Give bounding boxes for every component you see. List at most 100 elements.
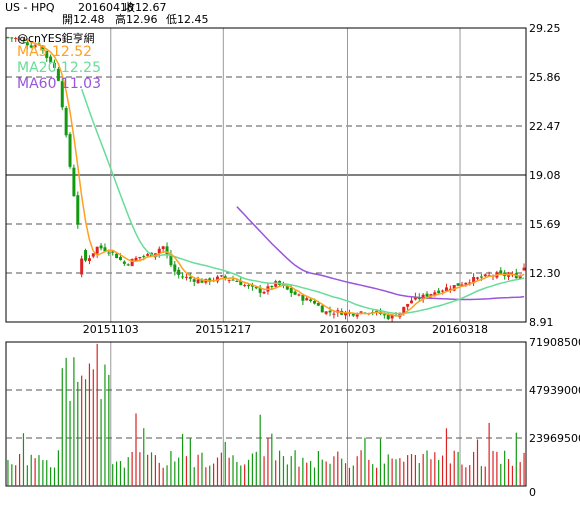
candle-body [161,246,165,250]
candle-body [507,275,511,277]
candle-body [305,298,309,301]
volume-tick-label: 47939000 [529,384,580,397]
candle-body [289,287,293,294]
price-frame [5,27,527,323]
x-tick-label: 20151217 [195,323,251,336]
candle-body [406,303,410,307]
candle-body [122,261,126,264]
candle-body [181,276,185,278]
candle-body [111,251,115,253]
candle-body [386,314,390,320]
candle-body [355,314,359,317]
candle-body [456,283,460,286]
legend-entry: MA5 12.52 [17,44,92,60]
candle-body [437,290,441,294]
candle-body [421,294,425,300]
candle-body [215,276,219,282]
candle-body [359,311,363,314]
candle-body [247,285,251,287]
candle-body [270,285,274,288]
candle-body [219,275,223,277]
candle-body [472,276,476,284]
candle-body [10,37,14,39]
y-tick-label: 12.30 [529,267,561,280]
candle-body [262,291,266,294]
price-panel: 29.25 25.86 22.47 19.08 15.69 12.30 8.91 201511… [5,22,561,336]
candle-body [285,286,289,290]
candle-body [382,314,386,316]
close-label: 收12.67 [124,0,167,14]
symbol-label: US - HPQ [5,1,55,14]
candle-body [243,285,247,287]
candle-body [107,252,111,254]
candle-body [499,270,503,274]
x-tick-label: 20160318 [432,323,488,336]
candle-body [316,302,320,306]
open-label: 開12.48 [62,13,105,26]
date-label: 20160418 [78,1,134,14]
candle-body [45,50,49,58]
ma5-line [23,37,525,317]
candle-body [14,38,18,40]
candle-body [64,107,68,136]
candle-body [184,276,188,278]
candle-body [235,281,239,283]
legend-entry: MA60 11.03 [17,76,101,92]
candle-body [134,257,138,261]
candle-body [200,279,204,283]
candle-body [130,259,134,267]
y-tick-label: 15.69 [529,218,561,231]
high-label: 高12.96 [115,12,158,26]
candle-body [192,279,196,282]
candle-body [444,287,448,291]
candle-body [138,256,142,259]
candle-body [402,306,406,314]
watermark: @cnYES鉅亨網 [17,31,95,45]
ma60-line [236,206,525,301]
volume-tick-label: 71908500 [529,336,580,349]
candle-body [324,311,328,314]
volume-tick-label: 0 [529,486,536,499]
candle-body [87,258,91,261]
candle-body [56,68,60,81]
candle-body [460,284,464,286]
candle-body [223,276,227,279]
candle-body [332,313,336,315]
candle-body [227,279,231,281]
candle-body [21,39,25,41]
candle-body [351,313,355,316]
candle-body [231,279,235,281]
candle-body [475,277,479,279]
candle-body [297,294,301,296]
candle-body [448,288,452,290]
y-tick-label: 8.91 [529,316,554,329]
candle-body [425,293,429,297]
volume-panel: 71908500 47939000 23969500 0 [5,336,580,499]
candle-body [80,258,84,275]
candle-body [320,305,324,313]
candle-body [429,294,433,297]
candle-body [208,278,212,282]
candle-body [169,253,173,266]
candle-body [309,299,313,302]
candle-body [76,195,80,225]
candle-body [441,290,445,292]
candle-body [142,256,146,258]
volume-frame [5,341,527,487]
candle-body [390,315,394,319]
candle-body [95,246,99,254]
candle-body [196,279,200,284]
volume-bars [7,343,525,486]
candle-body [410,300,414,304]
candle-body [99,245,103,249]
x-tick-label: 20160203 [319,323,375,336]
candle-body [522,267,526,271]
candle-body [6,37,10,39]
y-tick-label: 19.08 [529,169,561,182]
candle-body [313,301,317,304]
candle-body [165,246,169,256]
candle-body [41,45,45,51]
